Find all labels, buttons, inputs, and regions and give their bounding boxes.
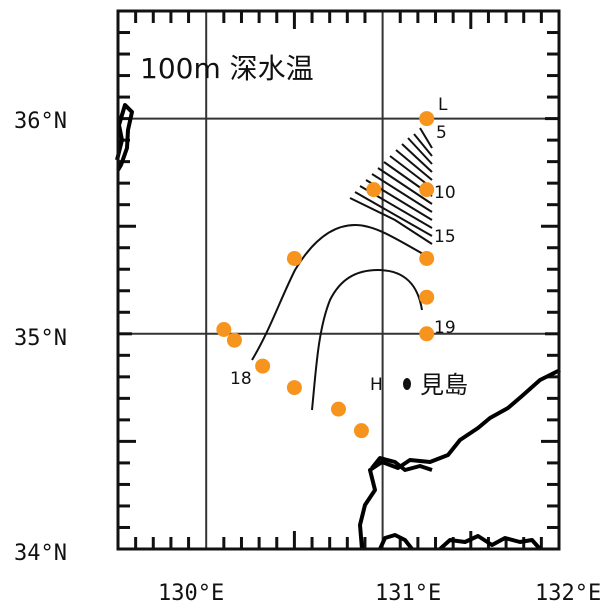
station-dot <box>353 423 369 439</box>
lon-label-130: 130°E <box>158 581 224 605</box>
contour-label-10: 10 <box>434 183 456 203</box>
observation-stations <box>216 111 435 439</box>
contour-label-low: L <box>438 95 448 115</box>
map-title: 100m 深水温 <box>140 52 314 85</box>
coastline <box>115 103 561 551</box>
lat-label-34: 34°N <box>14 541 67 566</box>
isotherms <box>251 127 433 411</box>
frame <box>116 9 561 551</box>
island-shape <box>403 378 411 390</box>
graticule <box>118 11 559 549</box>
station-dot <box>366 182 382 198</box>
station-dot <box>216 321 232 337</box>
station-dot <box>419 111 435 127</box>
lon-label-131: 131°E <box>375 581 441 605</box>
contour-label-15: 15 <box>434 227 456 247</box>
station-dot <box>419 289 435 305</box>
contour-label-5: 5 <box>436 123 447 143</box>
lon-label-132: 132°E <box>535 581 601 605</box>
station-dot <box>331 401 346 417</box>
station-dot <box>419 326 435 342</box>
contour-label-18: 18 <box>230 369 252 389</box>
station-dot <box>226 332 242 348</box>
lat-label-35: 35°N <box>14 326 67 351</box>
island-marker: H <box>370 375 383 395</box>
island-name: 見島 <box>420 371 468 399</box>
frame-ticks <box>118 11 559 549</box>
lat-label-36: 36°N <box>14 109 67 134</box>
station-dot <box>419 182 435 198</box>
station-dot <box>255 358 271 374</box>
station-dot <box>419 250 435 266</box>
station-dot <box>286 250 302 266</box>
contour-label-19: 19 <box>434 318 456 338</box>
station-dot <box>286 380 302 396</box>
